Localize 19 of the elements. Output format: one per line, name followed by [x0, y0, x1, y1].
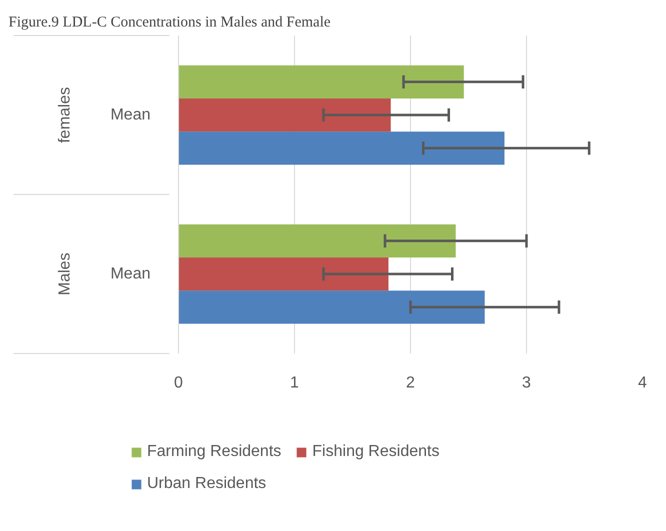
bar: [178, 224, 456, 258]
chart-title: Figure.9 LDL-C Concentrations in Males and Female: [8, 14, 331, 30]
x-tick-label: 1: [290, 374, 300, 392]
bar: [178, 257, 388, 291]
y-tick-label: Mean: [110, 106, 151, 124]
text: Males: [56, 252, 74, 296]
legend-label: Farming Residents: [147, 443, 282, 461]
bar: [178, 132, 504, 165]
bar: [178, 290, 485, 324]
y-tick-label: Mean: [110, 266, 151, 282]
bar: [178, 98, 391, 132]
x-tick-label: 0: [174, 374, 184, 392]
x-tick-label: 4: [638, 374, 648, 392]
x-tick-label: 2: [406, 374, 416, 392]
legend-label: Fishing Residents: [312, 443, 440, 461]
x-tick-label: 3: [522, 374, 532, 392]
text: females: [56, 86, 74, 144]
legend-label: Urban Residents: [147, 475, 266, 493]
bar: [178, 65, 464, 98]
